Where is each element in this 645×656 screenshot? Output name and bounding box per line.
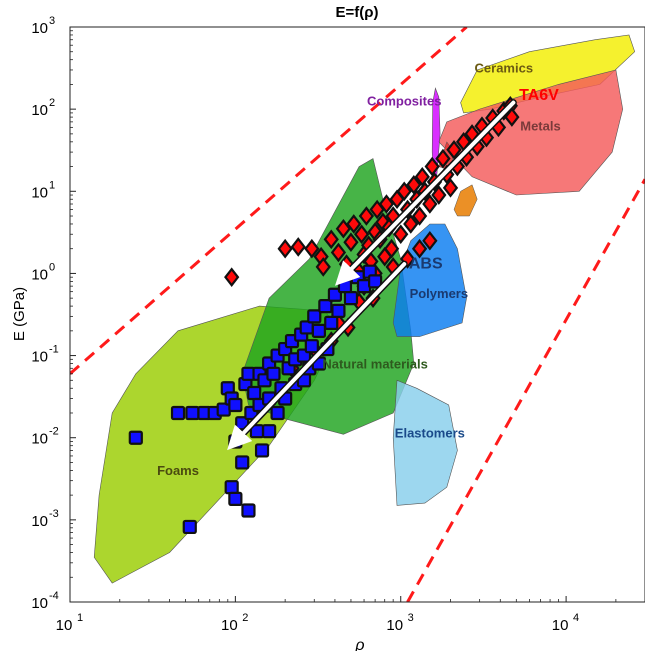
blue-square-point — [247, 385, 262, 401]
red-diamond-point — [304, 238, 320, 259]
blue-square-point — [311, 323, 327, 338]
red-diamond-point — [335, 218, 352, 239]
blue-square-point — [266, 366, 281, 381]
red-diamond-point — [383, 238, 400, 259]
y-tick-label: 10 — [31, 266, 48, 283]
x-tick-label: 10 — [56, 617, 73, 634]
red-diamond-point — [414, 167, 430, 187]
y-tick-label: 10 — [31, 20, 48, 37]
blue-square-point — [262, 424, 277, 439]
blue-square-point — [318, 299, 333, 314]
chart-title: E=f(ρ) — [335, 4, 378, 21]
red-diamond-point — [353, 224, 370, 245]
plot-frame — [69, 26, 645, 603]
annotation-abs: ABS — [409, 255, 443, 272]
red-diamond-point — [411, 238, 428, 259]
red-diamond-point — [346, 214, 362, 234]
y-tick-exponent: -2 — [49, 426, 59, 438]
blue-square-point — [343, 291, 359, 306]
x-tick-exponent: 1 — [77, 612, 83, 624]
arrow-0 — [335, 100, 516, 286]
red-diamond-point — [396, 181, 412, 202]
x-tick-exponent: 3 — [408, 612, 414, 624]
y-tick-label: 10 — [31, 184, 48, 201]
red-diamond-point — [343, 232, 359, 252]
y-axis-label: E (GPa) — [11, 287, 28, 341]
red-diamond-point — [290, 237, 306, 257]
blue-square-point — [128, 430, 143, 445]
red-diamond-point — [424, 156, 440, 177]
y-tick-exponent: 0 — [49, 261, 55, 273]
bound-line-0 — [70, 27, 468, 375]
y-tick-exponent: -1 — [49, 344, 59, 356]
blue-square-point — [327, 287, 343, 302]
red-diamond-point — [504, 107, 520, 127]
y-tick-exponent: 2 — [49, 97, 55, 109]
blue-square-point — [224, 480, 239, 495]
y-tick-exponent: -3 — [49, 508, 59, 520]
blue-square-point — [368, 274, 383, 289]
red-diamond-point — [411, 206, 428, 226]
red-diamond-point — [446, 140, 462, 160]
region-label-composites: Composites — [367, 94, 441, 109]
blue-square-point — [182, 519, 197, 535]
red-diamond-point — [403, 214, 419, 234]
blue-square-point — [304, 339, 319, 354]
red-diamond-point — [224, 267, 240, 287]
red-diamond-point — [393, 224, 409, 245]
x-tick-exponent: 4 — [573, 612, 579, 624]
blue-square-point — [235, 455, 250, 470]
y-tick-exponent: -4 — [49, 590, 59, 602]
red-diamond-point — [378, 194, 395, 214]
y-tick-exponent: 3 — [49, 15, 55, 27]
red-diamond-point — [422, 194, 438, 214]
region-label-metals: Metals — [520, 118, 560, 133]
blue-square-point — [337, 279, 353, 294]
blue-square-point — [241, 503, 256, 518]
bound-line-1 — [406, 178, 645, 602]
red-diamond-point — [422, 230, 438, 251]
region-label-polymers: Polymers — [410, 286, 469, 301]
x-tick-label: 10 — [386, 617, 403, 634]
y-tick-label: 10 — [31, 595, 48, 612]
blue-square-point — [270, 405, 285, 421]
blue-square-point — [307, 309, 322, 324]
blue-square-point — [254, 443, 270, 458]
region-small-0 — [453, 184, 478, 217]
red-diamond-point — [277, 238, 293, 259]
region-elastomers — [392, 379, 458, 506]
blue-square-point — [324, 315, 339, 330]
red-diamond-point — [358, 206, 375, 226]
x-tick-label: 10 — [221, 617, 238, 634]
blue-square-point — [170, 405, 186, 421]
arrow-1 — [227, 262, 407, 451]
blue-square-point — [185, 405, 200, 421]
annotation-ta6v: TA6V — [519, 87, 559, 104]
blue-square-point — [331, 303, 346, 318]
red-diamond-point — [315, 257, 331, 277]
x-tick-label: 10 — [552, 617, 569, 634]
region-label-natural-materials: Natural materials — [322, 356, 428, 371]
x-axis-label: ρ — [354, 637, 364, 651]
y-tick-label: 10 — [31, 349, 48, 366]
y-tick-label: 10 — [31, 102, 48, 119]
region-label-elastomers: Elastomers — [395, 426, 465, 441]
y-tick-exponent: 1 — [49, 179, 55, 191]
region-label-ceramics: Ceramics — [475, 60, 534, 75]
red-diamond-point — [406, 174, 422, 195]
y-tick-label: 10 — [31, 513, 48, 530]
red-diamond-point — [442, 178, 459, 198]
blue-square-point — [228, 397, 243, 413]
region-label-foams: Foams — [157, 463, 199, 478]
y-tick-label: 10 — [31, 431, 48, 448]
red-diamond-point — [323, 229, 339, 250]
blue-square-point — [228, 491, 243, 506]
red-diamond-point — [435, 148, 451, 169]
red-diamond-point — [399, 249, 416, 269]
x-tick-exponent: 2 — [242, 612, 248, 624]
red-diamond-point — [431, 185, 447, 205]
